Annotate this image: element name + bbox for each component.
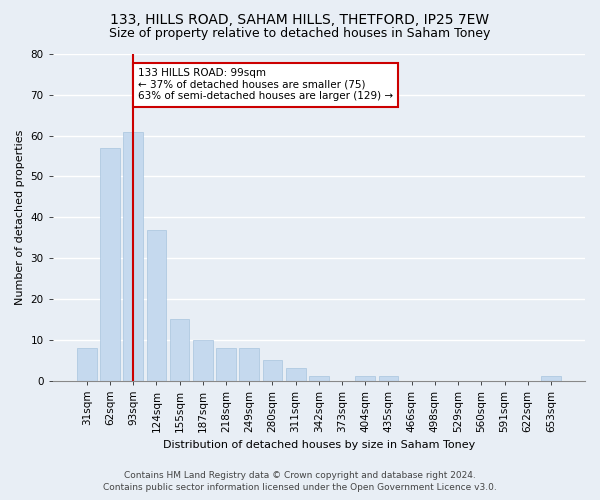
Text: 133 HILLS ROAD: 99sqm
← 37% of detached houses are smaller (75)
63% of semi-deta: 133 HILLS ROAD: 99sqm ← 37% of detached …	[138, 68, 393, 102]
Bar	[379, 376, 398, 380]
Bar	[124, 132, 143, 380]
Bar	[77, 348, 97, 380]
Bar	[309, 376, 329, 380]
Bar	[170, 320, 190, 380]
Bar	[100, 148, 120, 380]
Bar	[193, 340, 212, 380]
Bar	[263, 360, 283, 380]
Bar	[239, 348, 259, 380]
Text: 133, HILLS ROAD, SAHAM HILLS, THETFORD, IP25 7EW: 133, HILLS ROAD, SAHAM HILLS, THETFORD, …	[110, 12, 490, 26]
Text: Size of property relative to detached houses in Saham Toney: Size of property relative to detached ho…	[109, 28, 491, 40]
Bar	[541, 376, 561, 380]
Y-axis label: Number of detached properties: Number of detached properties	[15, 130, 25, 305]
Bar	[355, 376, 375, 380]
Text: Contains HM Land Registry data © Crown copyright and database right 2024.
Contai: Contains HM Land Registry data © Crown c…	[103, 471, 497, 492]
Bar	[216, 348, 236, 380]
X-axis label: Distribution of detached houses by size in Saham Toney: Distribution of detached houses by size …	[163, 440, 475, 450]
Bar	[286, 368, 305, 380]
Bar	[146, 230, 166, 380]
